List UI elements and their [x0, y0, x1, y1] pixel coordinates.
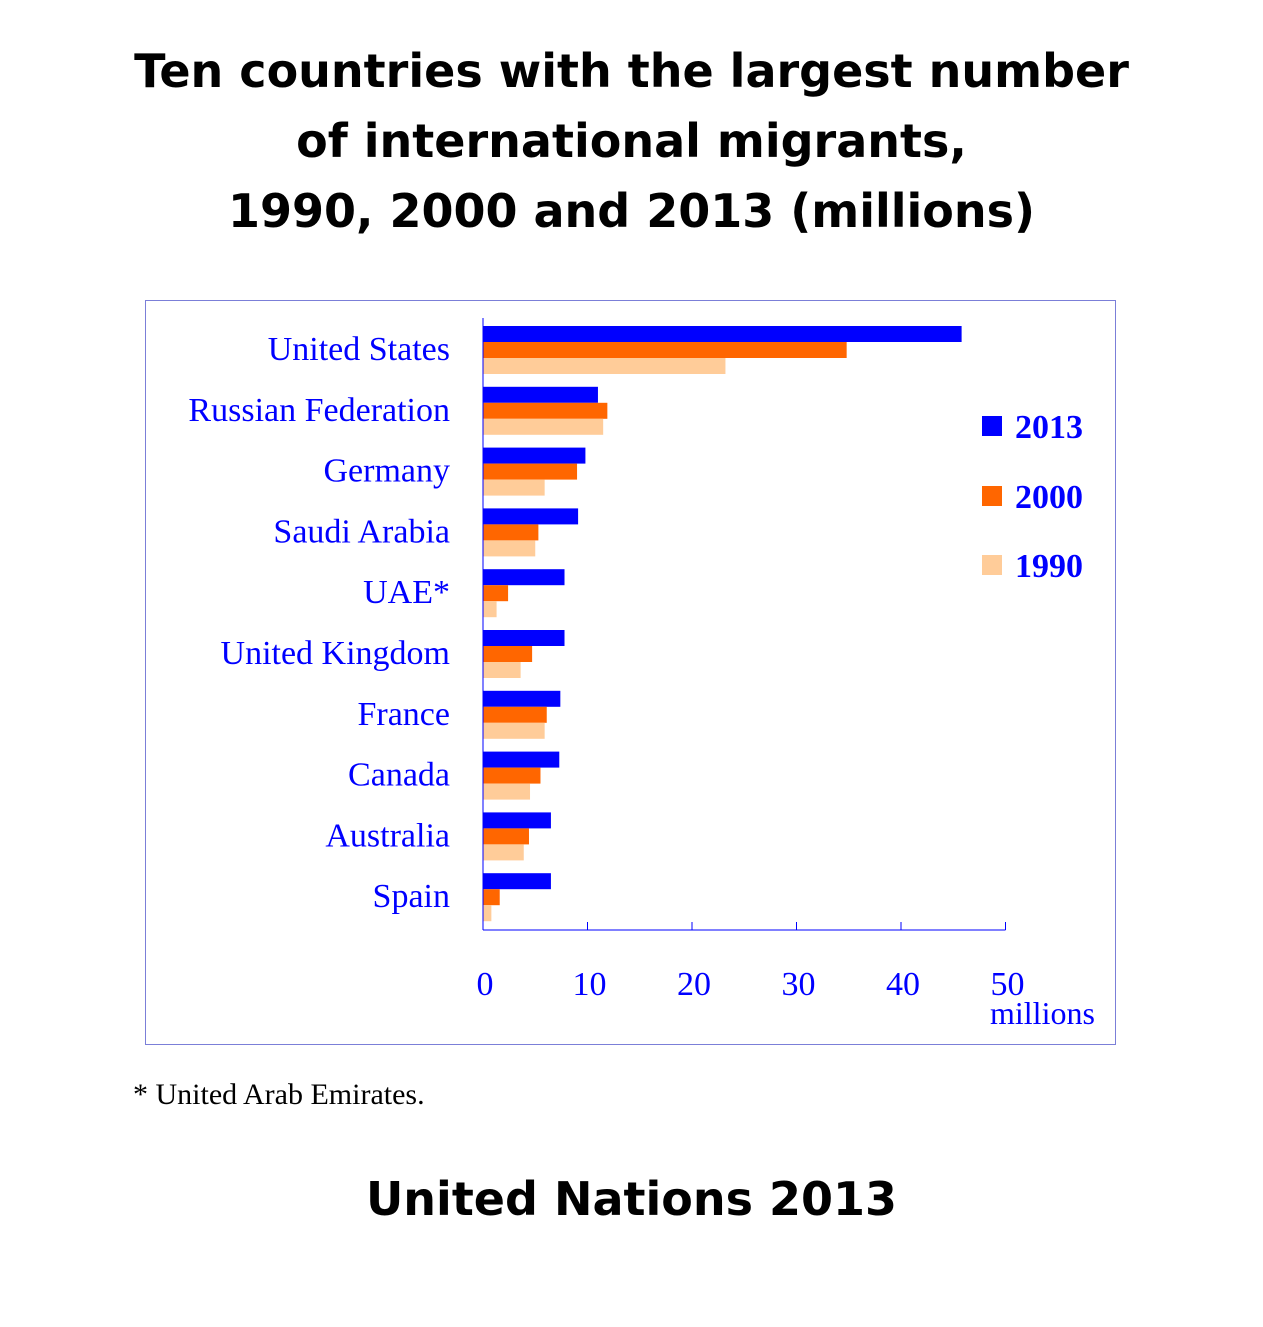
category-label: Spain [373, 878, 450, 915]
bar-2000-8 [483, 767, 541, 784]
x-tick-label: 10 [573, 966, 607, 1003]
bar-2013-10 [483, 873, 551, 890]
title-line-2: of international migrants, [296, 114, 967, 168]
x-tick-label: 20 [677, 966, 711, 1003]
bar-1990-8 [483, 783, 531, 800]
title-line-3: 1990, 2000 and 2013 (millions) [227, 184, 1036, 238]
category-label: United States [268, 331, 450, 368]
bar-2013-4 [483, 508, 579, 525]
chart-frame [145, 300, 1116, 1045]
bar-2000-6 [483, 646, 533, 662]
bar-2013-3 [483, 447, 586, 464]
category-label: Canada [348, 757, 450, 794]
bar-2000-1 [483, 342, 847, 358]
legend-swatch-2013 [982, 416, 1002, 436]
bar-1990-2 [483, 418, 604, 435]
legend-swatch-1990 [982, 555, 1002, 575]
category-label: United Kingdom [221, 635, 450, 672]
bar-1990-1 [483, 358, 726, 374]
legend-label-1990: 1990 [1015, 548, 1083, 585]
bar-2013-5 [483, 569, 565, 586]
legend-swatch-2000 [982, 486, 1002, 506]
x-tick-label: 0 [477, 966, 494, 1003]
bar-1990-9 [483, 844, 524, 861]
bar-2013-6 [483, 630, 565, 646]
bar-2000-10 [483, 889, 500, 906]
bar-2000-2 [483, 402, 608, 419]
bar-1990-7 [483, 722, 545, 739]
bar-2000-7 [483, 706, 547, 723]
category-label: Australia [325, 817, 450, 854]
category-label: Saudi Arabia [273, 513, 450, 550]
legend-label-2000: 2000 [1015, 479, 1083, 516]
bar-1990-5 [483, 601, 497, 618]
footnote: * United Arab Emirates. [133, 1078, 425, 1111]
bar-1990-10 [483, 905, 492, 922]
bar-2000-3 [483, 463, 578, 480]
bar-2013-9 [483, 812, 551, 829]
bar-1990-6 [483, 662, 521, 678]
chart-title: Ten countries with the largest number of… [0, 36, 1263, 246]
category-label: Germany [323, 453, 450, 490]
bar-2000-4 [483, 524, 539, 541]
legend-label-2013: 2013 [1015, 409, 1083, 446]
category-label: UAE* [363, 574, 450, 611]
x-tick-label: 50 [991, 966, 1025, 1003]
bar-2013-1 [483, 326, 962, 342]
x-tick-label: 30 [782, 966, 816, 1003]
x-unit-label: millions [990, 995, 1095, 1031]
bar-2013-2 [483, 386, 598, 403]
bar-2000-9 [483, 828, 529, 845]
bar-1990-3 [483, 479, 545, 496]
x-tick-label: 40 [886, 966, 920, 1003]
source-label: United Nations 2013 [365, 1172, 898, 1226]
bar-2013-8 [483, 751, 560, 768]
bar-2000-5 [483, 585, 509, 602]
title-line-1: Ten countries with the largest number [134, 44, 1129, 98]
bar-1990-4 [483, 540, 536, 557]
category-label: France [357, 696, 450, 733]
bar-2013-7 [483, 690, 561, 707]
category-label: Russian Federation [188, 392, 450, 429]
